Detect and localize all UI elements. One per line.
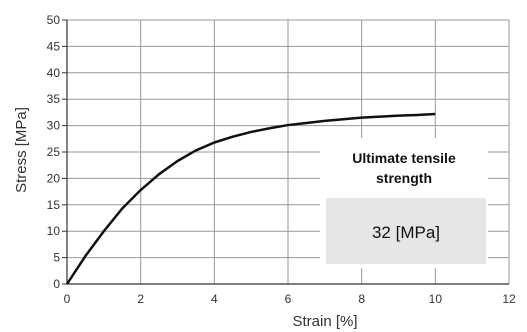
y-tick-label: 30 (47, 119, 61, 133)
y-tick-label: 5 (53, 251, 60, 265)
y-tick-label: 40 (47, 66, 61, 80)
y-tick-label: 45 (47, 39, 61, 53)
x-tick-label: 6 (285, 292, 292, 306)
y-tick-label: 0 (53, 277, 60, 291)
callout-title-line-2: strength (376, 170, 432, 186)
x-axis-label: Strain [%] (292, 313, 357, 330)
y-tick-label: 20 (47, 171, 61, 185)
y-axis-label: Stress [MPa] (13, 107, 30, 193)
y-tick-label: 50 (47, 13, 61, 27)
x-tick-label: 8 (358, 292, 365, 306)
y-tick-label: 15 (47, 198, 61, 212)
stress-strain-curve (65, 112, 436, 285)
x-tick-label: 2 (137, 292, 144, 306)
x-tick-label: 4 (211, 292, 218, 306)
x-tick-label: 0 (64, 292, 71, 306)
y-tick-label: 10 (47, 224, 61, 238)
x-tick-label: 12 (502, 292, 516, 306)
callout-value-box (326, 198, 486, 264)
callout-value: 32 [MPa] (372, 223, 440, 242)
series-layer (65, 112, 436, 285)
y-tick-label: 25 (47, 145, 61, 159)
callout-title-line-1: Ultimate tensile (352, 150, 456, 166)
x-tick-label: 10 (429, 292, 443, 306)
y-tick-label: 35 (47, 92, 61, 106)
tick-labels: 0 5 10 15 20 25 30 35 40 45 50 0 2 4 6 8 10 12 (47, 13, 516, 306)
